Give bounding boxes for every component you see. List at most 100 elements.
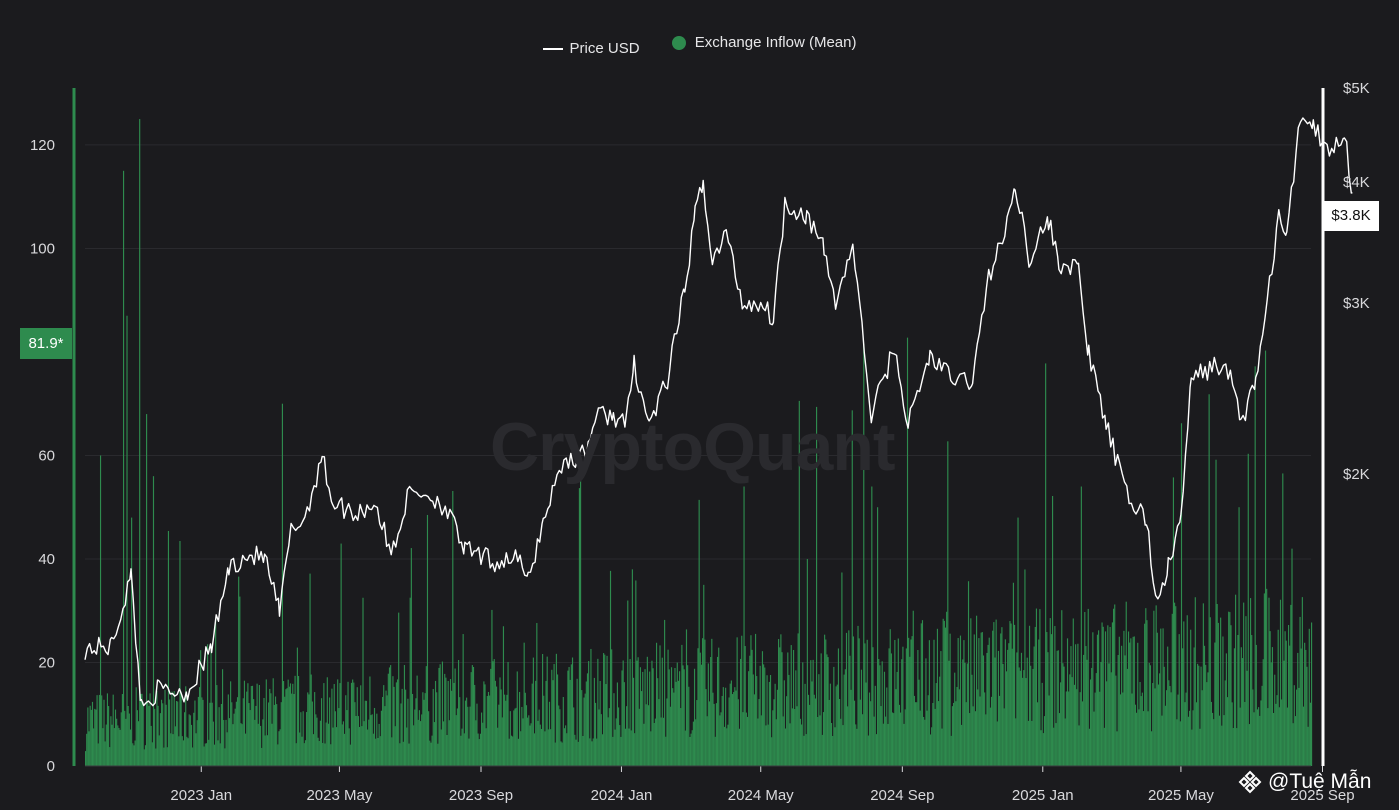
inflow-bar [722,687,724,766]
inflow-bar [1071,677,1073,766]
legend-item-price[interactable]: Price USD [542,40,640,57]
inflow-bar [106,693,109,766]
inflow-bar [493,659,495,766]
inflow-bar [108,706,110,766]
inflow-bar [98,694,100,766]
inflow-bar [211,702,213,766]
inflow-bar [388,667,391,766]
inflow-bar [664,619,666,766]
inflow-bar [1199,728,1201,766]
inflow-bar [559,709,561,766]
inflow-bar [919,710,921,766]
inflow-bar [1038,639,1040,766]
inflow-bar [651,660,653,766]
inflow-bar [767,724,769,766]
inflow-bar [1127,631,1130,766]
inflow-bar [367,729,369,766]
inflow-bar [113,728,115,766]
inflow-bar [797,633,799,766]
inflow-bar [86,733,88,766]
inflow-bar [1157,684,1160,766]
inflow-bar [885,716,887,766]
inflow-bar [807,694,810,766]
inflow-bar [778,639,780,766]
inflow-bar [1139,682,1141,766]
legend-item-inflow[interactable]: Exchange Inflow (Mean) [671,34,856,51]
inflow-bar [1190,629,1192,766]
inflow-bar [738,728,741,766]
y-right-tick-label: $2K [1343,466,1370,483]
inflow-bar [1274,674,1276,766]
current-price-badge: $3.8K [1323,201,1379,231]
inflow-bar [1007,649,1009,766]
inflow-bar [256,683,258,766]
y-left-tick-label: 20 [38,654,55,671]
inflow-bar [504,694,506,766]
inflow-bar [135,687,137,766]
inflow-bar [593,677,595,766]
inflow-bar [477,733,479,766]
inflow-bar [839,699,841,766]
inflow-bar [752,674,754,766]
inflow-bar [1260,700,1262,766]
inflow-bar [818,674,820,766]
inflow-bar [514,708,516,766]
inflow-bar [439,664,441,766]
inflow-bar [417,719,419,766]
inflow-bar [788,674,790,766]
inflow-bar [901,659,903,766]
inflow-bar [1086,659,1088,766]
inflow-bar [1061,610,1063,766]
inflow-bar [858,638,860,766]
inflow-bar [489,695,491,766]
inflow-bar [636,660,638,766]
x-tick-label: 2024 Sep [870,787,934,804]
inflow-bar [840,718,842,766]
inflow-bar [459,697,461,766]
inflow-bar [190,724,193,766]
inflow-bar [263,697,265,766]
inflow-bar [443,721,445,766]
inflow-bar [1212,712,1214,766]
inflow-bar [1117,655,1119,766]
inflow-bar [373,707,376,766]
inflow-bar [1121,645,1123,766]
inflow-bar [720,712,722,766]
inflow-bar [819,715,821,766]
inflow-bar [848,630,850,766]
inflow-bar [1060,682,1062,766]
inflow-bar [1042,733,1044,766]
inflow-bar [134,740,136,766]
inflow-bar [400,703,402,766]
inflow-bar [1160,628,1162,766]
inflow-bar [562,697,564,766]
inflow-bar [957,638,959,766]
inflow-bar [482,722,484,766]
right-axis: $2K $3K $4K $5K [1321,80,1370,766]
inflow-bar [647,705,650,766]
inflow-bar [1124,655,1126,766]
inflow-bar [992,630,994,766]
watermark: CryptoQuant [490,409,896,485]
inflow-bar [225,719,227,766]
inflow-bar [186,736,188,766]
inflow-bar [497,727,499,766]
y-right-tick-label: $5K [1343,80,1370,97]
inflow-bar [1123,630,1125,766]
inflow-bar [1069,674,1071,766]
inflow-bar [1256,709,1259,766]
inflow-bar [335,727,338,766]
inflow-bar [97,743,99,766]
inflow-bar [687,665,689,766]
inflow-bar [521,706,523,766]
inflow-bar [706,716,708,766]
inflow-bar [455,715,457,766]
inflow-bar [423,699,425,766]
credit: @Tuệ Mẫn [1238,770,1371,794]
inflow-bar [1102,626,1104,766]
inflow-bar [1073,684,1076,766]
inflow-bar [160,699,163,766]
inflow-bar [849,655,851,766]
inflow-bar [1062,663,1064,766]
inflow-bar [1162,628,1164,766]
